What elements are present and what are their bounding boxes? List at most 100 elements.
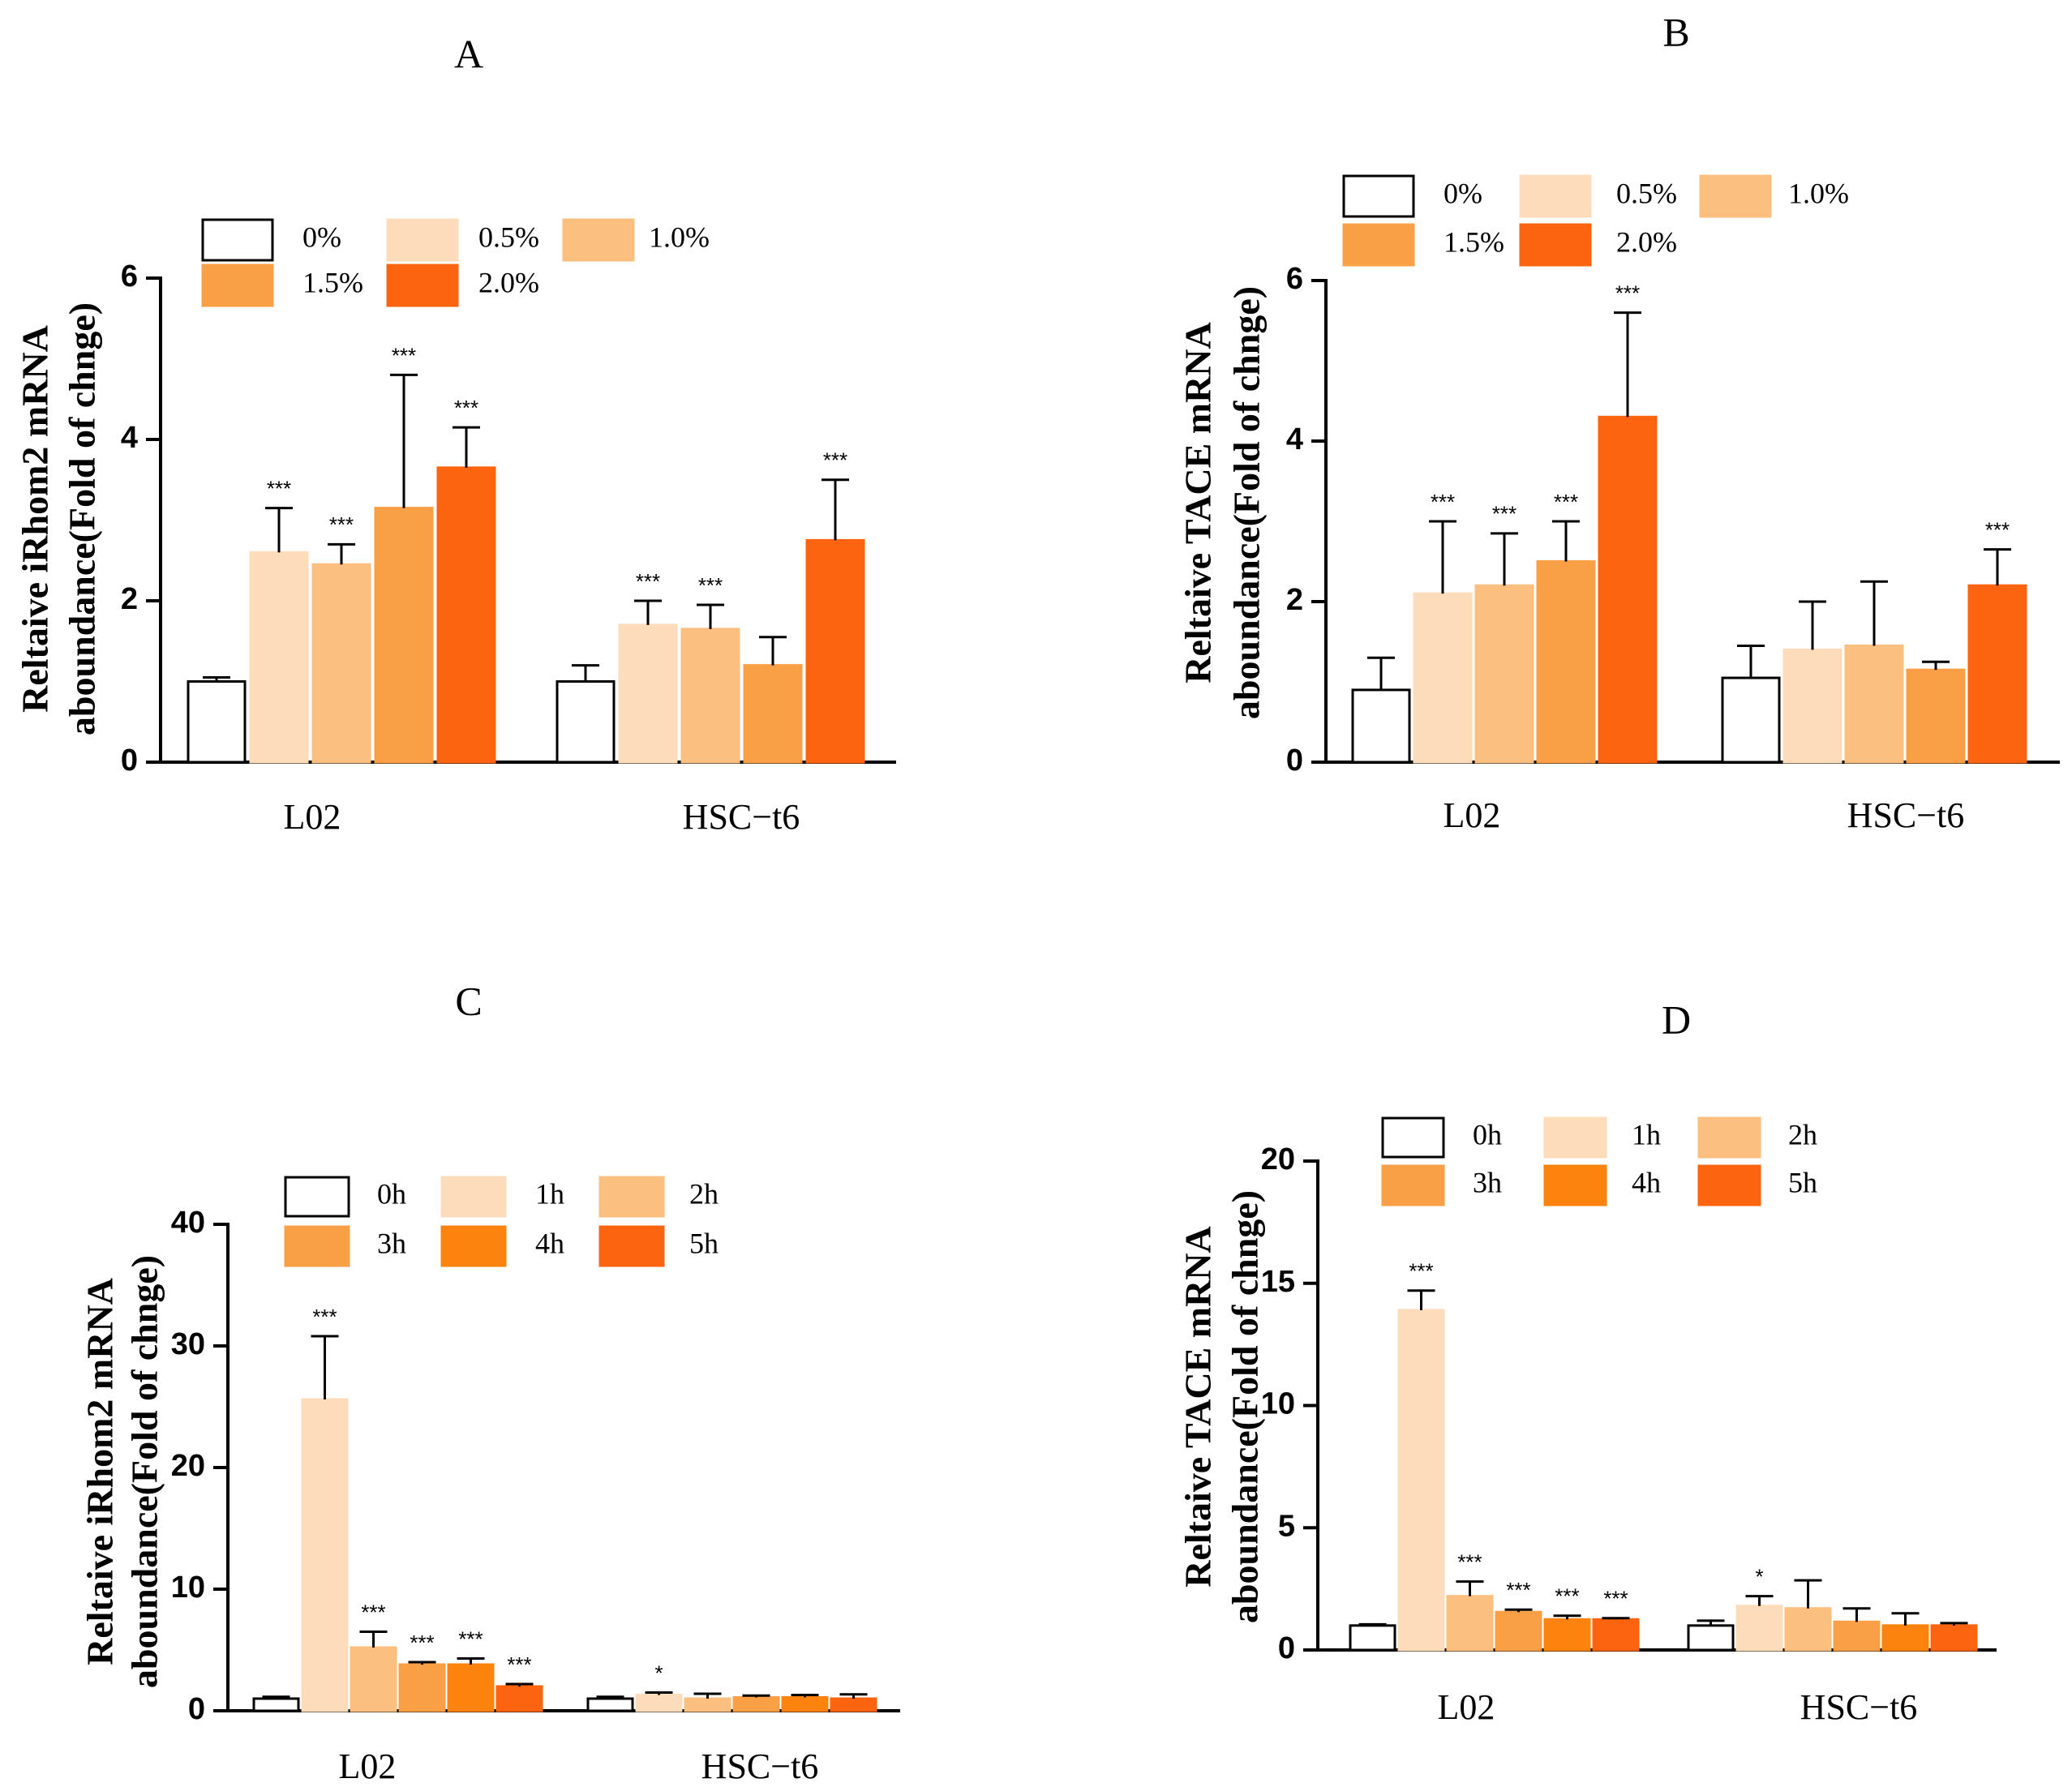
bar	[1413, 592, 1473, 764]
y-tick-label: 5	[1278, 1509, 1295, 1543]
significance-mark: ***	[823, 448, 847, 473]
y-tick-label: 40	[171, 1206, 205, 1240]
panel-title: B	[1662, 9, 1689, 54]
chart-panel-a: A Reltaive iRhom2 mRNA aboundance(Fold of …	[15, 31, 896, 837]
significance-mark: ***	[458, 1626, 483, 1651]
y-axis-label: aboundance(Fold of chnge)	[124, 1255, 165, 1688]
bar	[1833, 1620, 1881, 1652]
legend-label: 0h	[377, 1177, 406, 1210]
bar	[1397, 1309, 1445, 1652]
bar	[1721, 676, 1781, 764]
y-axis-label: aboundance(Fold of chnge)	[62, 302, 103, 735]
legend-swatch	[201, 218, 274, 262]
significance-mark: ***	[392, 343, 416, 367]
legend-label: 5h	[689, 1227, 719, 1259]
y-tick-label: 20	[171, 1449, 205, 1483]
bar	[1349, 1624, 1396, 1652]
legend-swatch	[284, 1225, 350, 1267]
bar	[1543, 1618, 1591, 1652]
significance-mark: ***	[454, 396, 478, 420]
legend-label: 1h	[1632, 1118, 1661, 1151]
y-tick-label: 0	[188, 1692, 205, 1726]
significance-mark: ***	[410, 1631, 434, 1655]
y-axis-label: Reltaive iRhom2 mRNA	[15, 325, 56, 713]
bar	[1735, 1605, 1783, 1652]
bar	[618, 624, 678, 764]
y-tick-label: 20	[1261, 1142, 1295, 1176]
legend-label: 2.0%	[478, 266, 539, 298]
bar	[586, 1697, 634, 1712]
legend-swatch	[1699, 174, 1772, 218]
significance-mark: ***	[329, 512, 354, 537]
bar	[1592, 1618, 1640, 1652]
legend-swatch	[1543, 1116, 1607, 1159]
legend-label: 3h	[377, 1227, 406, 1259]
y-tick-label: 0	[121, 744, 138, 778]
bar	[436, 466, 496, 764]
legend-label: 1.0%	[1788, 177, 1849, 209]
x-category-label: HSC−t6	[1800, 1687, 1918, 1727]
bar	[1782, 648, 1842, 764]
bar	[1784, 1607, 1832, 1652]
bar	[1906, 668, 1966, 764]
bar	[805, 538, 865, 764]
legend-swatch	[1381, 1164, 1445, 1206]
bar	[1474, 584, 1534, 764]
y-tick-label: 10	[171, 1571, 205, 1605]
bar	[1930, 1624, 1978, 1652]
significance-mark: ***	[1506, 1578, 1530, 1602]
y-axis-label: Reltaive iRhom2 mRNA	[79, 1278, 121, 1665]
y-tick-label: 4	[1286, 422, 1303, 456]
bar	[447, 1663, 495, 1712]
bar	[249, 551, 309, 764]
legend-label: 0%	[302, 221, 341, 253]
bar	[684, 1697, 731, 1712]
bar	[1446, 1595, 1494, 1652]
bar	[1495, 1610, 1542, 1652]
legend-label: 4h	[1632, 1166, 1661, 1198]
significance-mark: ***	[1615, 281, 1640, 305]
significance-mark: ***	[1431, 490, 1455, 514]
bar	[743, 664, 803, 764]
legend-swatch	[598, 1225, 665, 1267]
legend-swatch	[284, 1176, 350, 1218]
x-category-label: HSC−t6	[701, 1746, 819, 1786]
chart-panel-d: D Reltaive TACE mRNA aboundance(Fold of ch…	[1178, 996, 1997, 1727]
legend-label: 0.5%	[1616, 177, 1677, 209]
legend-swatch	[440, 1176, 507, 1218]
y-tick-label: 0	[1278, 1631, 1295, 1665]
x-category-label: L02	[339, 1746, 397, 1786]
significance-mark: ***	[1554, 490, 1578, 514]
y-tick-label: 30	[171, 1327, 205, 1361]
bar	[732, 1696, 780, 1712]
significance-mark: ***	[1603, 1587, 1628, 1611]
legend-label: 2h	[1788, 1118, 1817, 1151]
panel-title: C	[455, 978, 482, 1023]
legend-swatch	[1381, 1116, 1445, 1159]
bar	[1536, 560, 1596, 764]
legend-swatch	[1697, 1116, 1761, 1159]
legend-swatch	[386, 264, 459, 307]
y-axis-label: Reltaive TACE mRNA	[1178, 322, 1219, 683]
bar	[1881, 1624, 1929, 1652]
significance-mark: *	[654, 1661, 663, 1685]
y-tick-label: 10	[1261, 1387, 1295, 1421]
legend-swatch	[201, 264, 274, 307]
bar	[635, 1694, 683, 1712]
y-axis-label: aboundance(Fold of chnge)	[1226, 286, 1268, 719]
significance-mark: ***	[1985, 518, 2010, 542]
y-tick-label: 2	[1286, 583, 1303, 617]
significance-mark: ***	[312, 1305, 337, 1329]
legend-swatch	[386, 218, 459, 262]
legend-swatch	[562, 218, 635, 262]
bar	[1351, 688, 1411, 764]
legend-swatch	[1697, 1164, 1761, 1206]
y-tick-label: 0	[1286, 744, 1303, 778]
y-tick-label: 6	[1286, 262, 1303, 296]
legend-label: 2h	[689, 1177, 719, 1210]
bar	[252, 1697, 300, 1712]
panel-title: A	[454, 31, 483, 76]
significance-mark: ***	[361, 1600, 385, 1624]
legend-label: 4h	[535, 1227, 564, 1259]
significance-mark: ***	[1409, 1259, 1433, 1283]
